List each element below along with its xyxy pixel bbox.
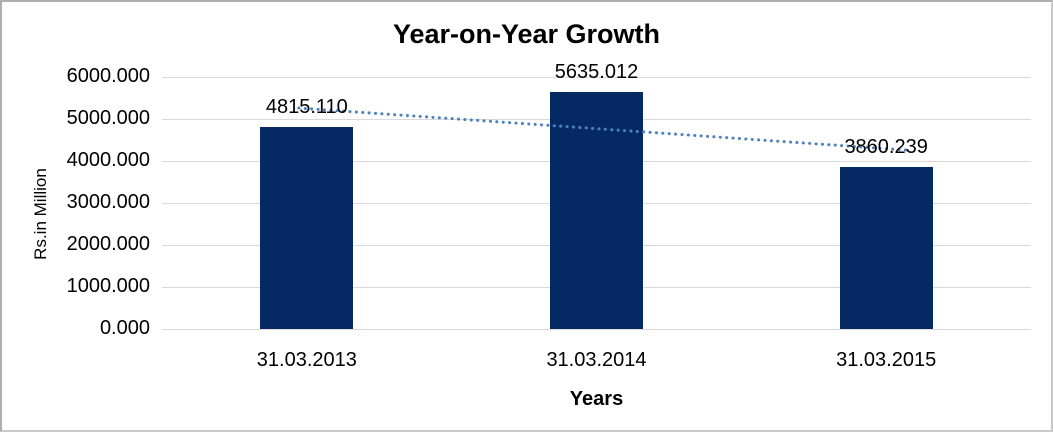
bar-value-label: 4815.110 — [265, 95, 348, 118]
x-tick-label: 31.03.2015 — [836, 349, 937, 371]
gridline — [162, 329, 1031, 330]
y-tick-label: 1000.000 — [66, 275, 150, 297]
gridline — [162, 77, 1031, 78]
bar-31.03.2014 — [550, 92, 643, 329]
y-tick-label: 6000.000 — [66, 65, 150, 87]
y-tick-label: 0.000 — [99, 317, 150, 339]
bar-31.03.2013 — [260, 126, 354, 329]
y-tick-label: 3000.000 — [66, 191, 150, 213]
y-tick-label: 4000.000 — [66, 149, 150, 171]
plot-area: 4815.110 31.03.2013 5635.012 31.03.2014 3860… — [162, 61, 1031, 371]
x-axis-title: Years — [569, 388, 624, 410]
y-tick-label: 2000.000 — [66, 233, 150, 255]
bar-value-label: 3860.239 — [844, 135, 928, 158]
chart-title: Year-on-Year Growth — [392, 19, 661, 49]
bar-value-label: 5635.012 — [554, 61, 639, 84]
x-tick-label: 31.03.2014 — [546, 349, 647, 371]
x-tick-label: 31.03.2013 — [256, 349, 357, 371]
bar-31.03.2015 — [839, 166, 933, 329]
y-tick-label: 5000.000 — [66, 107, 150, 129]
